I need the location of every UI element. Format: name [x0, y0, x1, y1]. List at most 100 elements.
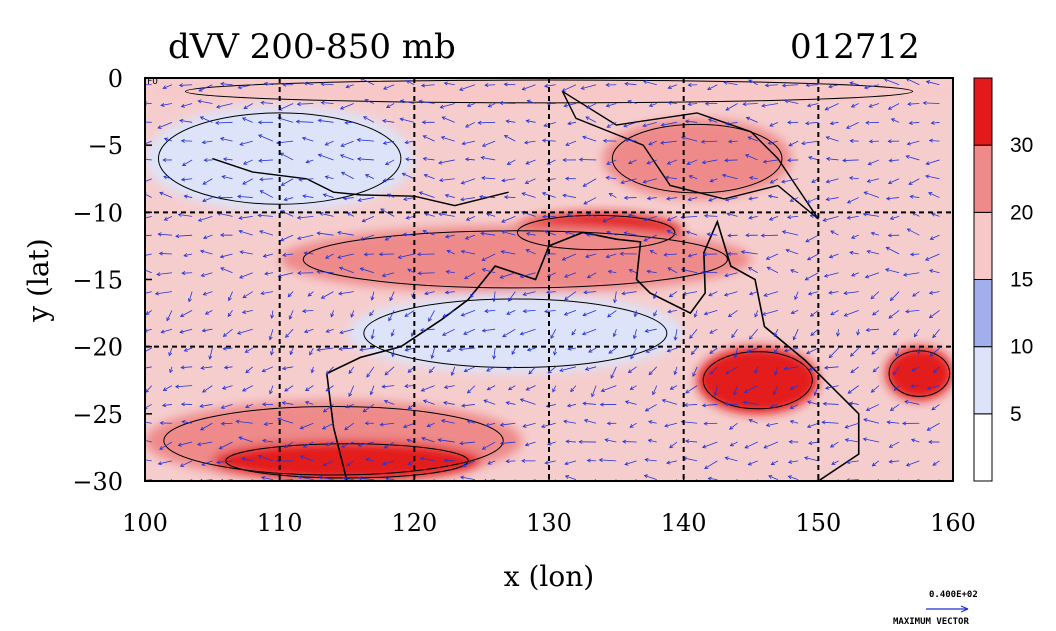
- wind-vector: [145, 347, 152, 352]
- wind-vector: [867, 159, 880, 166]
- wind-vector: [701, 403, 718, 408]
- y-axis-label: y (lat): [22, 238, 55, 322]
- wind-vector: [499, 101, 516, 106]
- wind-vector: [200, 365, 213, 370]
- wind-vector: [747, 136, 758, 142]
- y-tick-label--20: −20: [72, 334, 123, 362]
- wind-vector: [700, 270, 718, 275]
- wind-vector: [168, 347, 173, 357]
- wind-vector: [543, 230, 556, 236]
- colorbar-swatch-5: [973, 77, 993, 146]
- x-tick-label-100: 100: [122, 509, 168, 537]
- wind-vector: [605, 175, 617, 180]
- coastline-indonesia: [212, 157, 509, 207]
- wind-vector: [825, 136, 839, 142]
- wind-vector: [219, 253, 233, 259]
- wind-vectors: [145, 78, 940, 481]
- wind-vector: [831, 460, 839, 465]
- colorbar-tick-5: 5: [1010, 403, 1022, 426]
- wind-vector: [769, 178, 779, 184]
- wind-vector: [888, 441, 900, 448]
- wind-vector: [465, 121, 476, 128]
- wind-vector: [460, 197, 475, 202]
- wind-vector: [458, 347, 475, 352]
- wind-vector: [863, 191, 880, 198]
- wind-vector: [761, 310, 779, 316]
- wind-vector: [469, 291, 476, 299]
- wind-vector: [201, 328, 213, 333]
- wind-vector: [178, 83, 193, 88]
- wind-vector: [931, 212, 940, 217]
- wind-vector: [310, 366, 315, 374]
- wind-vector: [910, 438, 920, 443]
- wind-vector: [238, 229, 253, 236]
- wind-vector: [422, 156, 435, 161]
- wind-vector: [552, 347, 557, 356]
- wind-vector: [156, 272, 172, 277]
- wind-vector: [928, 310, 940, 319]
- wind-vector: [324, 175, 334, 180]
- wind-vector: [257, 134, 274, 142]
- wind-vector: [203, 158, 213, 163]
- wind-vector: [564, 272, 577, 278]
- wind-vector: [905, 460, 920, 467]
- wind-vector: [642, 178, 657, 184]
- wind-vector: [667, 267, 678, 274]
- wind-vector: [463, 328, 476, 335]
- wind-vector: [345, 404, 354, 409]
- wind-vector: [726, 212, 738, 217]
- wind-vector: [724, 456, 738, 462]
- wind-vector: [748, 196, 758, 201]
- wind-vector: [499, 422, 516, 427]
- wind-vector: [505, 119, 516, 124]
- wind-vector: [871, 347, 880, 355]
- wind-vector: [754, 366, 759, 374]
- wind-vector: [583, 290, 597, 295]
- wind-vector: [364, 421, 374, 426]
- colorbar-swatch-3: [973, 211, 993, 280]
- wind-vector: [789, 197, 799, 202]
- wind-vector: [340, 441, 354, 448]
- wind-vector: [564, 176, 576, 181]
- wind-vector: [359, 347, 374, 352]
- wind-vector: [420, 83, 435, 88]
- wind-vector: [440, 419, 455, 424]
- wind-vector: [628, 268, 637, 274]
- wind-vector: [801, 140, 819, 146]
- wind-vector: [745, 116, 758, 123]
- wind-vector: [619, 251, 637, 256]
- wind-vector: [725, 121, 738, 126]
- wind-vector: [417, 271, 435, 276]
- vector-reference-caption: MAXIMUM VECTOR: [893, 617, 969, 627]
- wind-vector: [768, 475, 779, 481]
- wind-vector: [299, 422, 314, 430]
- wind-vector: [571, 328, 577, 336]
- wind-vector: [703, 213, 718, 218]
- wind-vector: [666, 230, 678, 236]
- wind-vector: [550, 329, 557, 340]
- wind-vector: [667, 84, 678, 89]
- wind-vector: [145, 233, 152, 238]
- vector-reference-value: 0.400E+02: [929, 590, 978, 600]
- wind-vector: [843, 291, 859, 296]
- wind-vector: [242, 178, 253, 185]
- wind-vector: [806, 253, 819, 261]
- colorbar-tick-15: 15: [1010, 269, 1033, 292]
- wind-vector: [202, 178, 213, 185]
- wind-vector: [887, 103, 900, 110]
- wind-vector: [145, 178, 152, 183]
- wind-vector: [733, 347, 738, 359]
- wind-vector: [808, 366, 819, 371]
- wind-vector: [748, 328, 759, 340]
- wind-vector: [690, 347, 698, 355]
- wind-vector: [644, 328, 657, 333]
- wind-vector: [145, 158, 152, 161]
- wind-vector: [768, 215, 779, 221]
- wind-vector: [338, 291, 354, 296]
- wind-vector: [199, 116, 213, 123]
- wind-vector: [605, 82, 617, 87]
- wind-vector: [339, 103, 354, 110]
- wind-vector: [667, 309, 678, 314]
- wind-vector: [824, 385, 839, 390]
- wind-vector: [281, 366, 294, 371]
